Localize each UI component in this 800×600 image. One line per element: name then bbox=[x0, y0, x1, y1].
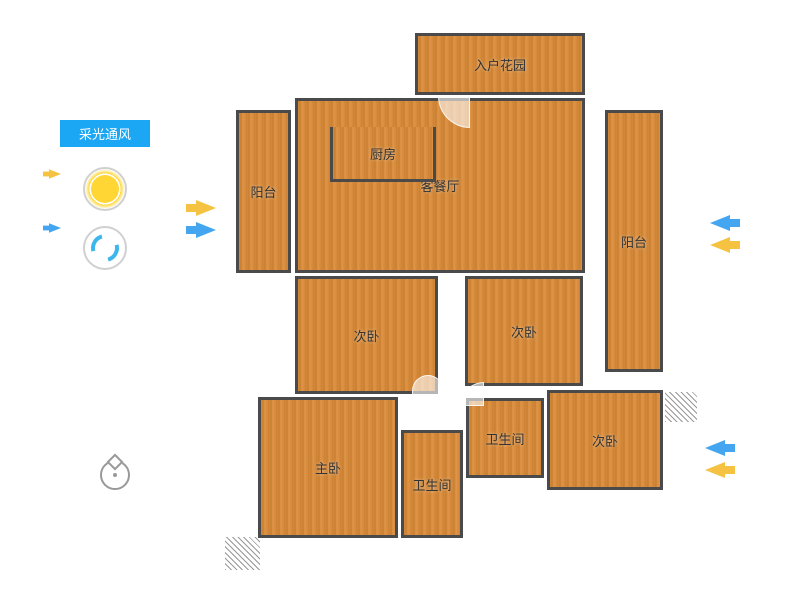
door-arc bbox=[460, 382, 484, 406]
room-label: 阳台 bbox=[250, 182, 276, 201]
room-kitchen[interactable]: 厨房 bbox=[330, 127, 436, 182]
room-bath-2[interactable]: 卫生间 bbox=[466, 398, 544, 478]
lighting-ventilation-button[interactable]: 采光通风 bbox=[60, 120, 150, 147]
room-balcony-right[interactable]: 阳台 bbox=[605, 110, 663, 372]
refresh-icon bbox=[86, 229, 124, 267]
room-balcony-left[interactable]: 阳台 bbox=[236, 110, 291, 273]
hatch-area bbox=[665, 392, 697, 422]
room-living-dining[interactable]: 客餐厅 bbox=[295, 98, 585, 273]
sun-toggle[interactable] bbox=[83, 167, 127, 211]
side-arrow-blue-icon bbox=[49, 223, 61, 233]
blue-arrow-icon bbox=[196, 222, 216, 238]
sidebar: 采光通风 bbox=[60, 120, 150, 285]
room-label: 次卧 bbox=[511, 322, 537, 341]
room-master[interactable]: 主卧 bbox=[258, 397, 398, 538]
yellow-arrow-icon bbox=[710, 237, 730, 253]
room-label: 次卧 bbox=[353, 326, 379, 345]
yellow-arrow-icon bbox=[196, 200, 216, 216]
side-arrow-yellow-icon bbox=[49, 169, 61, 179]
blue-arrow-icon bbox=[710, 215, 730, 231]
hatch-area bbox=[225, 537, 260, 570]
compass-icon bbox=[100, 460, 130, 490]
room-bath-1[interactable]: 卫生间 bbox=[401, 430, 463, 538]
room-label: 次卧 bbox=[592, 431, 618, 450]
sun-icon bbox=[91, 175, 119, 203]
blue-arrow-icon bbox=[705, 440, 725, 456]
refresh-toggle[interactable] bbox=[83, 226, 127, 270]
door-arc bbox=[412, 375, 444, 407]
room-label: 阳台 bbox=[621, 232, 647, 251]
room-label: 卫生间 bbox=[412, 475, 451, 494]
room-label: 卫生间 bbox=[485, 429, 524, 448]
room-label: 入户花园 bbox=[474, 55, 526, 74]
room-secondary-3[interactable]: 次卧 bbox=[547, 390, 663, 490]
room-secondary-2[interactable]: 次卧 bbox=[465, 276, 583, 386]
room-label: 厨房 bbox=[370, 144, 396, 163]
yellow-arrow-icon bbox=[705, 462, 725, 478]
lighting-label: 采光通风 bbox=[79, 127, 131, 142]
room-entrance-garden[interactable]: 入户花园 bbox=[415, 33, 585, 95]
room-label: 主卧 bbox=[315, 458, 341, 477]
room-secondary-1[interactable]: 次卧 bbox=[295, 276, 438, 394]
